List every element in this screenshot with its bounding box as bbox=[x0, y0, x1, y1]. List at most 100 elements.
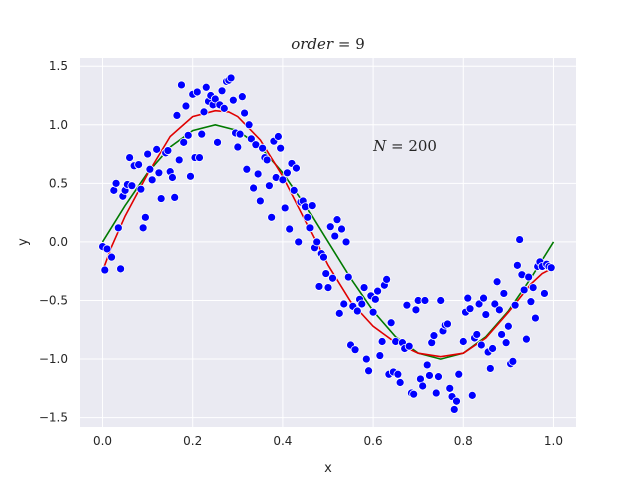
data-points bbox=[98, 73, 556, 414]
data-point bbox=[174, 155, 184, 165]
data-point bbox=[314, 282, 324, 291]
data-point bbox=[370, 294, 380, 304]
data-point bbox=[402, 300, 412, 310]
data-point bbox=[127, 181, 137, 191]
data-point bbox=[323, 283, 333, 293]
data-point bbox=[305, 223, 315, 233]
data-point bbox=[116, 264, 125, 274]
data-point bbox=[449, 405, 459, 414]
data-point bbox=[524, 272, 534, 282]
data-point bbox=[350, 345, 360, 355]
data-point bbox=[136, 184, 146, 194]
data-point bbox=[235, 129, 245, 139]
data-point bbox=[255, 196, 265, 206]
y-tick-labels: −1.5 −1.0 −0.5 0.0 0.5 1.0 1.5 bbox=[39, 59, 68, 424]
data-point bbox=[102, 244, 112, 254]
data-point bbox=[512, 260, 522, 270]
data-point bbox=[485, 364, 495, 373]
data-point bbox=[357, 299, 367, 309]
data-point bbox=[343, 272, 353, 282]
data-point bbox=[472, 330, 482, 339]
data-point bbox=[278, 175, 288, 185]
y-tick-label: 0.5 bbox=[49, 176, 68, 190]
data-point bbox=[443, 319, 452, 329]
data-point bbox=[422, 360, 432, 370]
data-point bbox=[528, 283, 538, 293]
data-point bbox=[452, 396, 461, 406]
data-point bbox=[145, 164, 155, 174]
data-point bbox=[237, 92, 247, 102]
data-point bbox=[364, 366, 373, 376]
data-point bbox=[321, 269, 331, 278]
data-point bbox=[467, 390, 477, 400]
data-point bbox=[253, 169, 263, 179]
data-point bbox=[213, 137, 222, 147]
data-point bbox=[125, 153, 135, 162]
x-tick-label: 0.4 bbox=[273, 434, 292, 448]
data-point bbox=[199, 107, 209, 117]
x-tick-label: 0.6 bbox=[364, 434, 383, 448]
data-point bbox=[386, 318, 396, 328]
data-point bbox=[334, 308, 344, 318]
data-point bbox=[303, 212, 313, 222]
data-point bbox=[404, 341, 414, 351]
data-point bbox=[134, 160, 144, 170]
data-point bbox=[210, 94, 220, 104]
data-point bbox=[156, 194, 166, 203]
data-point bbox=[143, 149, 153, 159]
data-point bbox=[409, 389, 419, 399]
data-point bbox=[264, 181, 274, 191]
data-point bbox=[111, 178, 121, 188]
data-point bbox=[258, 143, 268, 153]
sample-count-annotation: N = 200 bbox=[372, 137, 437, 155]
data-point bbox=[328, 273, 337, 283]
data-point bbox=[490, 299, 500, 309]
data-point bbox=[242, 164, 252, 174]
y-tick-label: −1.5 bbox=[39, 411, 68, 425]
data-point bbox=[497, 330, 507, 339]
data-point bbox=[359, 283, 369, 293]
x-tick-label: 1.0 bbox=[544, 434, 563, 448]
data-point bbox=[246, 134, 256, 144]
data-point bbox=[393, 369, 403, 379]
data-point bbox=[474, 299, 484, 309]
data-point bbox=[195, 153, 204, 162]
data-point bbox=[325, 222, 335, 232]
data-point bbox=[292, 163, 301, 173]
data-point bbox=[147, 175, 157, 185]
data-point bbox=[183, 130, 193, 140]
data-point bbox=[154, 168, 164, 178]
data-point bbox=[100, 265, 110, 275]
data-point bbox=[420, 296, 430, 305]
data-point bbox=[192, 87, 202, 97]
data-point bbox=[492, 277, 502, 287]
x-tick-labels: 0.0 0.2 0.4 0.6 0.8 1.0 bbox=[93, 434, 563, 448]
data-point bbox=[339, 299, 349, 309]
data-point bbox=[510, 300, 520, 310]
data-point bbox=[479, 293, 488, 303]
data-point bbox=[289, 185, 299, 195]
data-point bbox=[228, 95, 238, 105]
x-axis-label: x bbox=[324, 461, 332, 476]
data-point bbox=[531, 313, 540, 323]
data-point bbox=[519, 285, 529, 295]
y-tick-label: −0.5 bbox=[39, 293, 68, 307]
data-point bbox=[373, 286, 383, 296]
y-tick-label: 1.5 bbox=[49, 59, 68, 73]
data-point bbox=[454, 369, 464, 379]
data-point bbox=[395, 378, 405, 387]
data-point bbox=[307, 201, 317, 211]
data-point bbox=[107, 252, 116, 262]
data-point bbox=[434, 372, 443, 382]
data-point bbox=[179, 137, 189, 147]
data-point bbox=[330, 231, 340, 241]
data-point bbox=[172, 111, 182, 120]
data-point bbox=[546, 263, 556, 273]
data-point bbox=[488, 344, 497, 353]
data-point bbox=[186, 171, 195, 181]
data-point bbox=[140, 212, 150, 222]
data-point bbox=[283, 168, 292, 178]
data-point bbox=[481, 310, 491, 319]
x-tick-label: 0.0 bbox=[93, 434, 112, 448]
